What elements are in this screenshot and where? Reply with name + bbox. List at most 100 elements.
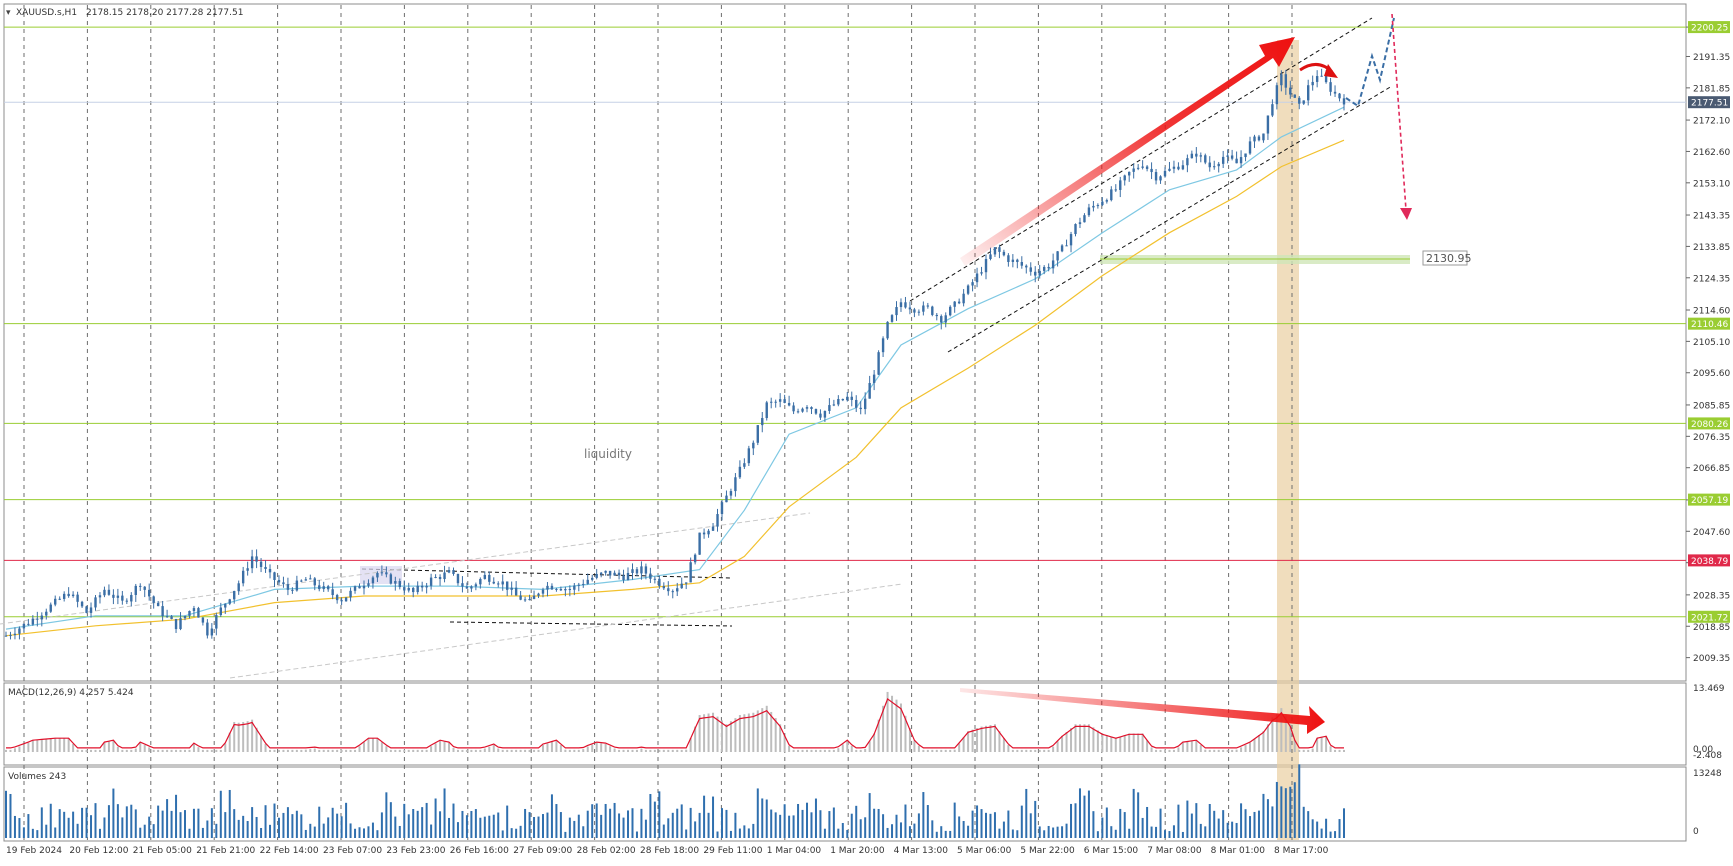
candle-body [957,301,961,304]
volume-bar [917,813,920,838]
macd-bar [9,749,12,752]
candle-body [573,585,576,590]
volume-bar [456,822,459,838]
volume-bar [54,827,57,838]
time-axis[interactable]: 19 Feb 2024 20 Feb 12:00 21 Feb 05:00 21 Fe… [6,846,1329,856]
macd-bar [255,727,258,752]
candle-body [1302,100,1305,104]
candle-body [778,399,782,402]
macd-bar [1007,745,1010,752]
macd-bar [479,749,482,752]
candle-body [228,599,231,604]
candle-body [863,398,867,410]
macd-bar [649,749,652,752]
level-badge-label: 2110.46 [1691,320,1728,330]
volume-bar [738,828,741,838]
macd-bar [130,749,133,752]
macd-bar [1226,749,1229,752]
macd-bar [349,749,352,752]
candle-body [743,463,746,467]
candle-body [944,315,947,323]
time-tick-label: 5 Mar 22:00 [1020,846,1075,856]
candle-body [416,585,419,593]
macd-bar [385,746,388,752]
candle-body [1038,270,1041,276]
candle-body [801,408,804,412]
candle-body [27,623,30,625]
volume-bar [1208,804,1211,838]
candle-body [725,495,728,503]
candle-body [1284,74,1288,88]
volume-bar [98,828,101,838]
candle-body [54,598,57,605]
volume-bar [591,804,594,838]
macd-bar [931,749,934,752]
macd-bar [1164,749,1167,752]
macd-bar [747,713,750,752]
candle-body [300,580,303,582]
macd-bar [797,749,800,752]
volume-bar [720,808,723,838]
level-badge-label: 2021.72 [1691,613,1728,623]
macd-bar [788,745,791,752]
candle-body [188,610,191,616]
candle-body [1163,170,1167,177]
dropdown-arrow-icon[interactable]: ▾ [6,8,11,18]
candle-body [595,573,598,578]
macd-bar [206,749,209,752]
candle-body [143,586,146,590]
symbol-label: XAUUSD.s,H1 [16,8,77,18]
candle-body [461,583,464,587]
level-badge-label: 2080.26 [1691,420,1728,430]
candle-body [286,584,290,590]
candle-body [586,579,589,584]
volume-bar [859,819,862,838]
candle-body [1110,189,1113,201]
candle-body [711,526,715,531]
current-price-label: 2177.51 [1691,99,1728,109]
candle-body [4,635,8,637]
volume-bar [1316,821,1319,838]
macd-bar [1128,733,1131,752]
current-price-badge [1688,96,1730,109]
price-axis[interactable]: 2200.25 2191.35 2181.85 2172.10 2162.60 2153.… [1686,21,1730,837]
candle-body [756,425,759,443]
candle-body [707,530,710,535]
macd-bar [1061,735,1064,752]
macd-bar [1316,738,1319,752]
macd-bar [36,739,39,752]
macd-bar [1231,749,1234,752]
candle-body [139,585,142,587]
macd-bar [18,746,21,752]
candle-body [1213,166,1216,168]
volume-bar [846,830,849,838]
volume-bar [421,807,424,838]
volume-bar [662,824,665,838]
macd-bar [1132,733,1135,752]
macd-bar [779,724,782,752]
volume-bar [116,804,119,838]
macd-bar [1302,749,1305,752]
volume-bar [658,791,661,838]
candle-body [358,586,361,589]
macd-bar [855,749,858,752]
volume-bar [264,805,267,838]
macd-bar [1168,749,1171,752]
volume-bar [1222,810,1225,838]
macd-bar [1284,716,1287,752]
volume-bar [18,818,21,838]
macd-bar [54,738,57,752]
macd-bar [134,748,137,752]
macd-bar [456,749,459,752]
volume-bar [877,808,880,838]
volume-bar [1199,823,1202,838]
macd-bar [756,710,759,752]
candle-body [210,628,214,636]
price-tick-label: 2153.10 [1693,179,1730,189]
volume-bar [998,828,1001,838]
volume-bar [210,808,213,838]
macd-bar [260,735,263,752]
volume-bar [743,825,746,838]
candle-body [479,578,482,585]
